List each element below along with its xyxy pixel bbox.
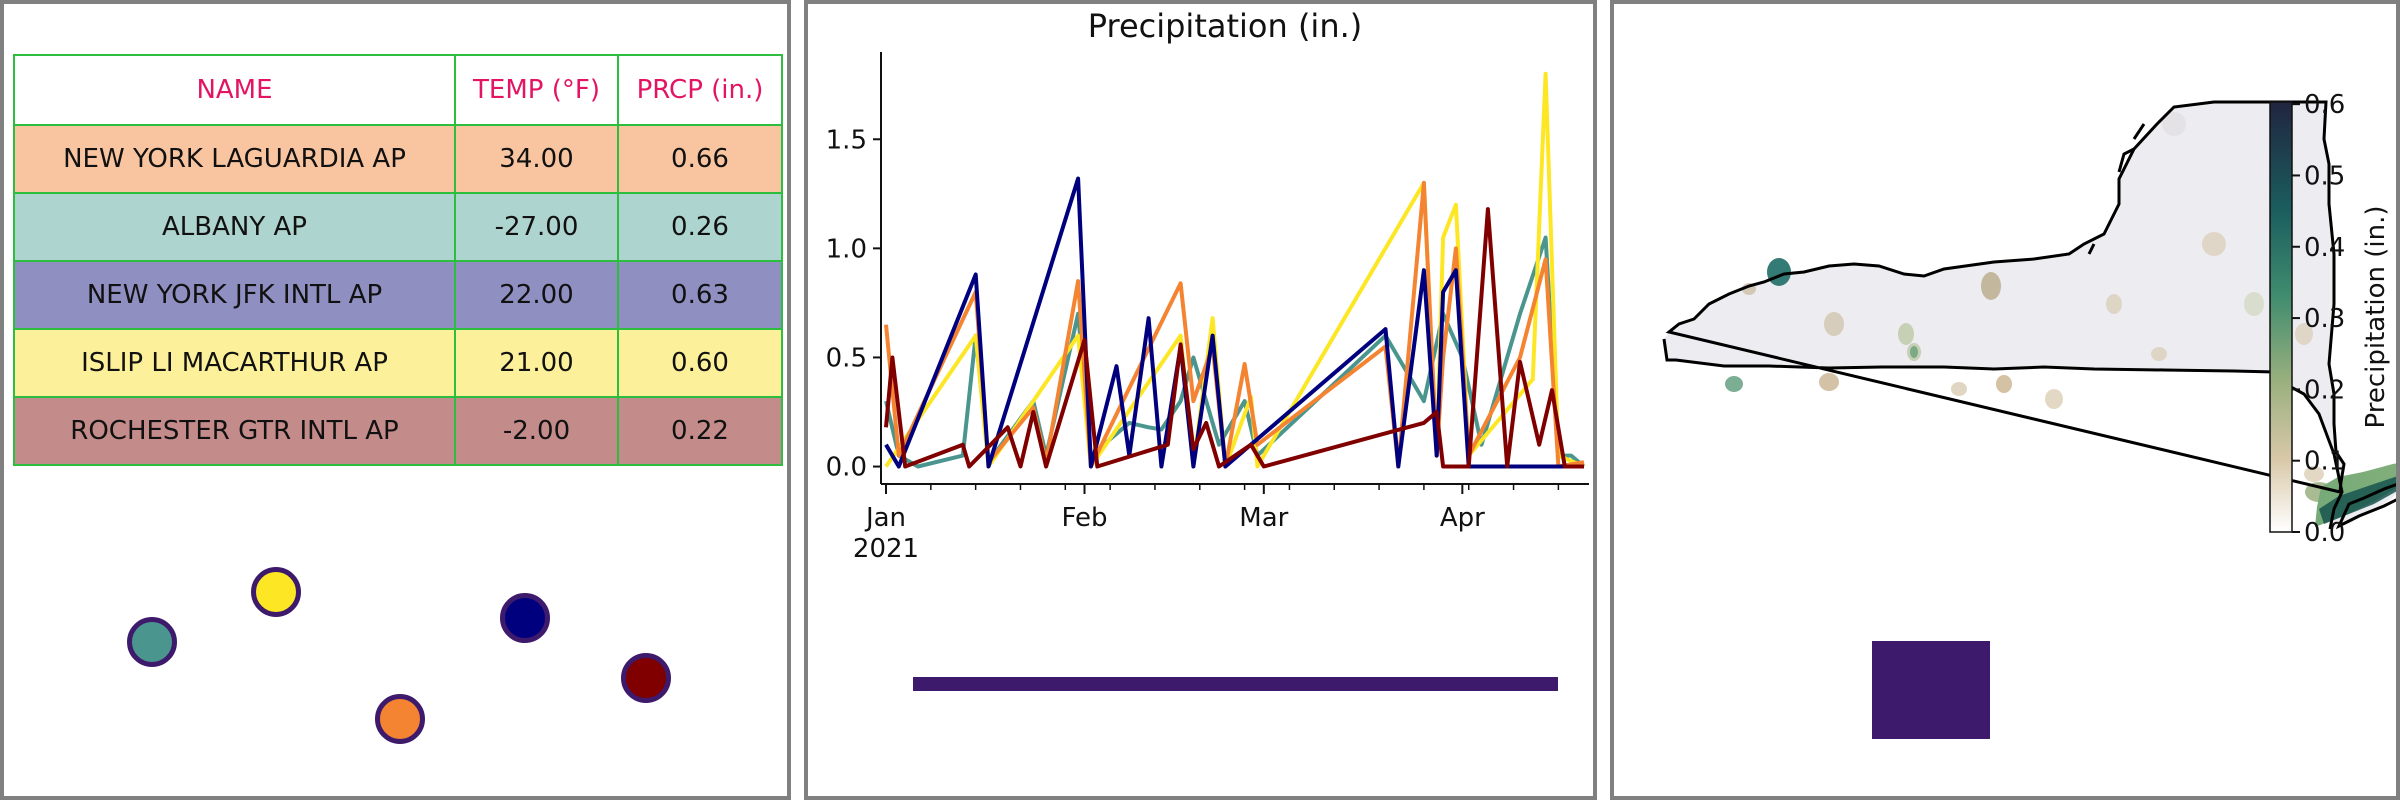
chart-title: Precipitation (in.) (1088, 7, 1363, 45)
y-tick-label: 0.0 (826, 453, 867, 483)
colorbar-tick-label: 0.5 (2304, 161, 2345, 191)
precipitation-map: 0.0 0.1 0.2 0.3 0.4 0.5 0.6 Precipitation (in.… (1662, 90, 2396, 739)
column-header-prcp: PRCP (in.) (617, 54, 783, 126)
table-row: NEW YORK JFK INTL AP 22.00 0.63 (13, 260, 783, 330)
station-name-cell: ISLIP LI MACARTHUR AP (13, 328, 456, 398)
prcp-cell: 0.60 (617, 328, 783, 398)
x-tick-label: Apr (1440, 503, 1485, 533)
prcp-cell: 0.63 (617, 260, 783, 330)
station-marker-orange[interactable] (375, 694, 425, 744)
temp-cell: -2.00 (454, 396, 619, 466)
colorbar: 0.0 0.1 0.2 0.3 0.4 0.5 0.6 Precipitation (in.… (2269, 90, 2391, 548)
temp-cell: -27.00 (454, 192, 619, 262)
station-marker-maroon[interactable] (621, 653, 671, 703)
precipitation-map-panel: 0.0 0.1 0.2 0.3 0.4 0.5 0.6 Precipitation (in.… (1610, 0, 2400, 800)
x-tick-label: Jan (864, 503, 906, 533)
precipitation-chart-panel: Precipitation (in.) 0.0 0.5 1.0 1.5 Jan Feb M… (804, 0, 1597, 800)
table-header-row: NAME TEMP (°F) PRCP (in.) (13, 54, 783, 126)
station-name-cell: NEW YORK JFK INTL AP (13, 260, 456, 330)
chart-axes (880, 52, 1589, 485)
colorbar-ticks: 0.0 0.1 0.2 0.3 0.4 0.5 0.6 (2292, 90, 2345, 548)
column-header-temp: TEMP (°F) (454, 54, 619, 126)
y-ticks: 0.0 0.5 1.0 1.5 (826, 125, 881, 483)
colorbar-tick-label: 0.3 (2304, 304, 2345, 334)
swatch-square[interactable] (1872, 641, 1990, 739)
range-bar[interactable] (913, 677, 1558, 691)
x-tick-year-label: 2021 (853, 534, 919, 564)
colorbar-gradient (2269, 101, 2293, 533)
prcp-cell: 0.22 (617, 396, 783, 466)
station-table: NAME TEMP (°F) PRCP (in.) NEW YORK LAGUA… (13, 54, 783, 466)
colorbar-tick-label: 0.6 (2304, 90, 2345, 120)
station-marker-yellow[interactable] (251, 567, 301, 617)
table-row: ALBANY AP -27.00 0.26 (13, 192, 783, 262)
state-fill (1664, 102, 2396, 529)
lake-shore-detail (2087, 123, 2146, 255)
table-row: ROCHESTER GTR INTL AP -2.00 0.22 (13, 396, 783, 466)
long-island-outline (2335, 483, 2396, 530)
station-table-panel: NAME TEMP (°F) PRCP (in.) NEW YORK LAGUA… (0, 0, 791, 800)
y-tick-label: 1.5 (826, 125, 867, 155)
state-outline (1662, 100, 2346, 530)
station-name-cell: NEW YORK LAGUARDIA AP (13, 124, 456, 194)
temp-cell: 22.00 (454, 260, 619, 330)
x-tick-label: Feb (1061, 503, 1107, 533)
colorbar-tick-label: 0.0 (2304, 518, 2345, 548)
colorbar-tick-label: 0.4 (2304, 233, 2345, 263)
column-header-name: NAME (13, 54, 456, 126)
temp-cell: 21.00 (454, 328, 619, 398)
precipitation-chart: Precipitation (in.) 0.0 0.5 1.0 1.5 Jan Feb M… (826, 7, 1589, 691)
station-marker-teal[interactable] (127, 617, 177, 667)
x-tick-label: Mar (1239, 503, 1288, 533)
prcp-cell: 0.66 (617, 124, 783, 194)
colorbar-tick-label: 0.1 (2304, 447, 2345, 477)
table-row: ISLIP LI MACARTHUR AP 21.00 0.60 (13, 328, 783, 398)
precipitation-blotches (1725, 112, 2333, 502)
colorbar-tick-label: 0.2 (2304, 375, 2345, 405)
station-marker-navy[interactable] (500, 593, 550, 643)
station-name-cell: ROCHESTER GTR INTL AP (13, 396, 456, 466)
series-group (884, 71, 1586, 469)
table-row: NEW YORK LAGUARDIA AP 34.00 0.66 (13, 124, 783, 194)
station-name-cell: ALBANY AP (13, 192, 456, 262)
prcp-cell: 0.26 (617, 192, 783, 262)
y-tick-label: 0.5 (826, 343, 867, 373)
x-ticks: Jan Feb Mar Apr 2021 (853, 484, 1560, 564)
temp-cell: 34.00 (454, 124, 619, 194)
series-line-4 (884, 207, 1584, 469)
colorbar-label: Precipitation (in.) (2361, 205, 2391, 428)
y-tick-label: 1.0 (826, 234, 867, 264)
